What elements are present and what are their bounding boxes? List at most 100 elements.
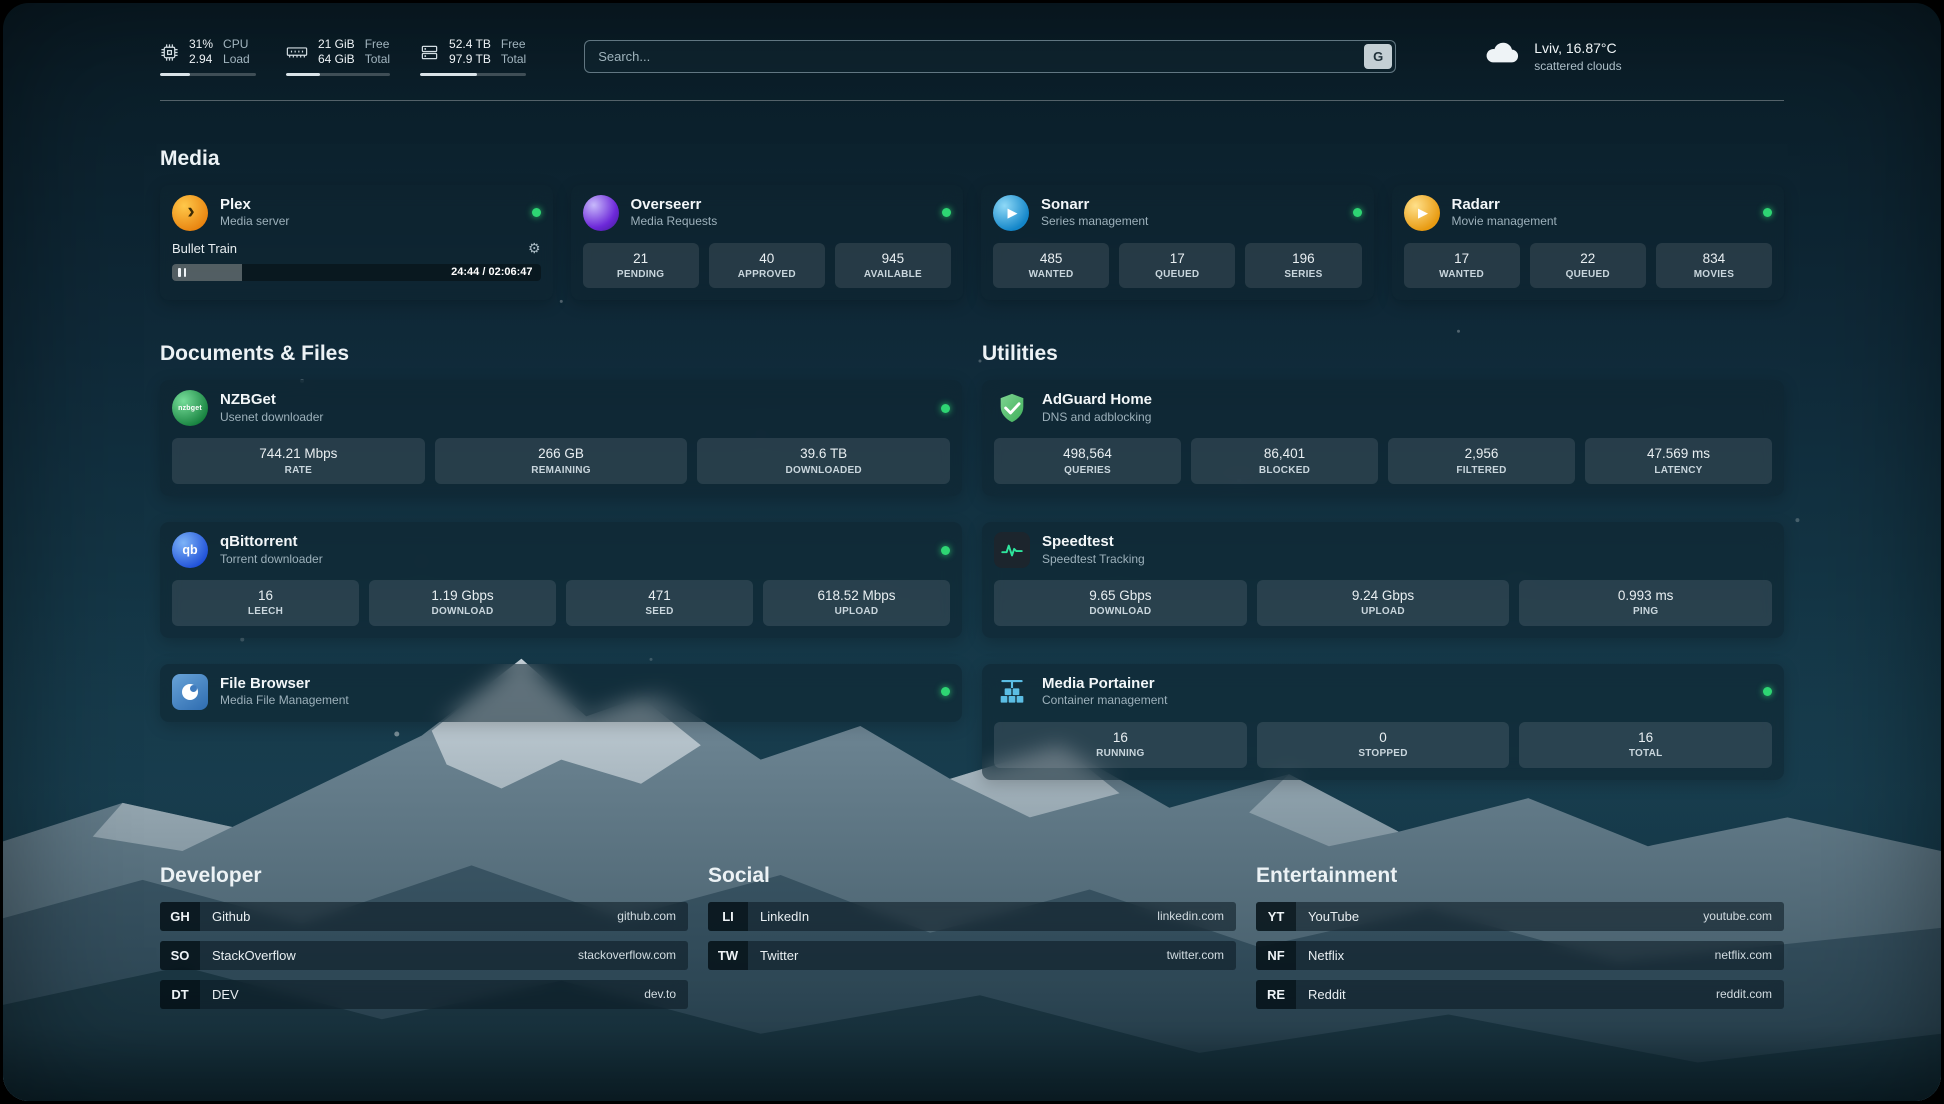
search-engine-button[interactable]: G <box>1364 43 1393 69</box>
search-input[interactable] <box>584 39 1397 73</box>
disk-widget: 52.4 TB 97.9 TB Free Total <box>420 37 527 76</box>
stat-box: 744.21 Mbps RATE <box>172 438 425 485</box>
service-card-radarr[interactable]: ▶ Radarr Movie management 17 WANTED <box>1391 184 1784 301</box>
service-card-portainer[interactable]: Media Portainer Container management 16 … <box>982 663 1784 780</box>
bookmark-reddit[interactable]: RE Reddit reddit.com <box>1256 979 1784 1009</box>
service-card-filebrowser[interactable]: File Browser Media File Management <box>160 663 962 722</box>
service-subtitle: DNS and adblocking <box>1042 410 1152 425</box>
disk-icon <box>420 43 439 62</box>
section-documents: Documents & Files nzbget NZBGet Usenet d… <box>160 342 962 747</box>
bookmark-name: Netflix <box>1308 947 1345 963</box>
service-title: File Browser <box>220 674 311 692</box>
stat-box: 834 MOVIES <box>1655 242 1773 289</box>
disk-progress-bar <box>420 72 527 76</box>
service-title: Overseerr <box>630 195 702 213</box>
nzbget-icon: nzbget <box>172 390 208 427</box>
service-title: NZBGet <box>220 391 276 409</box>
section-title-documents: Documents & Files <box>160 342 350 366</box>
bookmark-linkedin[interactable]: LI LinkedIn linkedin.com <box>708 901 1236 931</box>
disk-total-label: Total <box>500 52 527 67</box>
bookmark-stackoverflow[interactable]: SO StackOverflow stackoverflow.com <box>160 940 688 970</box>
bookmark-abbr: TW <box>708 940 748 970</box>
stat-box: 16 TOTAL <box>1519 721 1773 768</box>
service-subtitle: Movie management <box>1451 214 1557 229</box>
section-title-entertainment: Entertainment <box>1256 863 1398 887</box>
bookmark-url: twitter.com <box>1166 948 1224 963</box>
status-dot <box>531 208 541 218</box>
topbar: 31% 2.94 CPU Load <box>160 37 1784 76</box>
service-card-plex[interactable]: › Plex Media server Bullet Train ⚙ <box>160 184 553 301</box>
stat-box: 2,956 FILTERED <box>1388 438 1575 485</box>
bookmark-url: reddit.com <box>1715 987 1772 1002</box>
status-dot <box>941 545 950 555</box>
bookmark-abbr: YT <box>1256 901 1296 931</box>
bookmark-netflix[interactable]: NF Netflix netflix.com <box>1256 940 1784 970</box>
cpu-widget: 31% 2.94 CPU Load <box>160 37 256 76</box>
service-subtitle: Container management <box>1042 693 1168 708</box>
ram-progress-bar <box>286 72 391 76</box>
system-resources: 31% 2.94 CPU Load <box>160 37 527 76</box>
service-subtitle: Media server <box>220 214 290 229</box>
service-title: qBittorrent <box>220 532 298 550</box>
bookmark-name: Github <box>212 908 251 924</box>
service-card-nzbget[interactable]: nzbget NZBGet Usenet downloader 744.21 M… <box>160 380 962 497</box>
stat-box: 485 WANTED <box>993 242 1110 289</box>
bookmark-github[interactable]: GH Github github.com <box>160 901 688 931</box>
stat-box: 40 APPROVED <box>708 242 825 289</box>
topbar-divider <box>160 99 1784 101</box>
stat-box: 17 WANTED <box>1403 242 1520 289</box>
cpu-load-label: Load <box>223 52 250 67</box>
sonarr-icon: ▶ <box>993 194 1029 231</box>
service-subtitle: Media Requests <box>630 214 718 229</box>
cpu-percent: 31% <box>189 37 214 51</box>
stat-box: 17 QUEUED <box>1119 242 1236 289</box>
bookmark-url: youtube.com <box>1703 909 1772 924</box>
bookmark-dev[interactable]: DT DEV dev.to <box>160 979 688 1009</box>
status-dot <box>941 403 950 413</box>
stat-box: 9.65 Gbps DOWNLOAD <box>994 580 1247 626</box>
service-subtitle: Speedtest Tracking <box>1042 551 1145 566</box>
service-title: Sonarr <box>1041 195 1090 213</box>
stat-box: 618.52 Mbps UPLOAD <box>763 580 950 626</box>
status-dot <box>942 208 951 218</box>
service-card-sonarr[interactable]: ▶ Sonarr Series management 485 WANTED <box>981 184 1374 301</box>
ram-free-label: Free <box>364 37 390 51</box>
radarr-icon: ▶ <box>1403 194 1440 231</box>
cpu-label: CPU <box>223 37 249 51</box>
disk-total-value: 97.9 TB <box>449 52 491 67</box>
cpu-progress-fill <box>160 72 190 76</box>
bookmark-url: stackoverflow.com <box>577 948 676 963</box>
ram-icon <box>286 44 308 61</box>
section-media: Media › Plex Media server <box>160 147 1784 301</box>
plex-icon: › <box>172 194 208 231</box>
service-card-adguard[interactable]: AdGuard Home DNS and adblocking 498,564 … <box>982 380 1784 497</box>
bookmark-name: Reddit <box>1308 986 1346 1002</box>
service-card-qbittorrent[interactable]: qb qBittorrent Torrent downloader 16 LEE… <box>160 522 962 638</box>
bookmark-url: github.com <box>617 909 676 924</box>
status-dot <box>941 687 950 697</box>
stat-box: 86,401 BLOCKED <box>1191 438 1378 485</box>
service-card-speedtest[interactable]: Speedtest Speedtest Tracking 9.65 Gbps D… <box>982 522 1784 638</box>
settings-gear-icon[interactable]: ⚙ <box>527 240 541 257</box>
bookmark-url: netflix.com <box>1714 948 1772 963</box>
filebrowser-icon <box>172 673 208 710</box>
ram-progress-fill <box>286 72 321 76</box>
service-subtitle: Series management <box>1041 214 1149 229</box>
stat-box: 21 PENDING <box>582 242 699 289</box>
bookmark-twitter[interactable]: TW Twitter twitter.com <box>708 940 1236 970</box>
service-subtitle: Media File Management <box>220 693 349 708</box>
pause-icon[interactable] <box>178 267 186 277</box>
bookmark-youtube[interactable]: YT YouTube youtube.com <box>1256 901 1784 931</box>
bookmark-abbr: NF <box>1256 940 1296 970</box>
bookmark-abbr: SO <box>160 940 200 970</box>
service-card-overseerr[interactable]: Overseerr Media Requests 21 PENDING 40 A… <box>570 184 963 301</box>
status-dot <box>1352 208 1362 218</box>
stat-box: 196 SERIES <box>1245 242 1362 289</box>
section-title-utilities: Utilities <box>982 342 1058 366</box>
weather-location: Lviv, 16.87°C <box>1534 39 1617 56</box>
stat-box: 266 GB REMAINING <box>434 438 688 485</box>
overseerr-icon <box>582 194 619 231</box>
playback-progress-bar[interactable] <box>172 263 541 281</box>
bookmarks-developer: Developer GH Github github.com SO StackO… <box>160 864 688 1019</box>
disk-free-label: Free <box>500 37 526 51</box>
